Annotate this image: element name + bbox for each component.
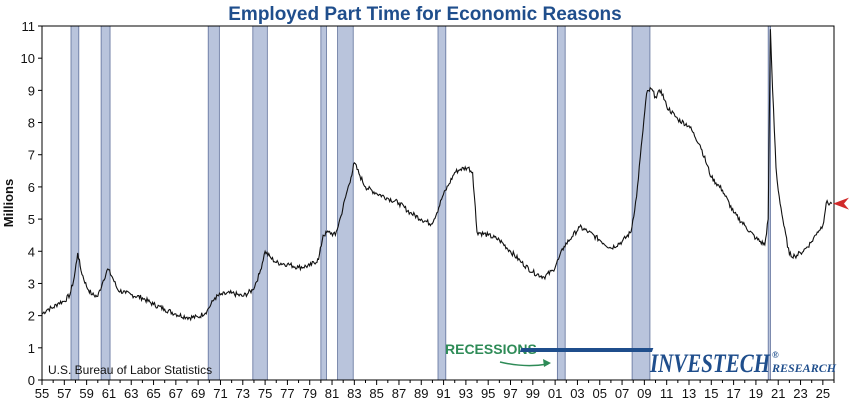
y-tick-label: 4 (28, 244, 35, 259)
x-tick-label: 03 (570, 386, 584, 401)
x-tick-label: 07 (615, 386, 629, 401)
x-tick-label: 95 (481, 386, 495, 401)
logo-registered: ® (772, 350, 779, 360)
logo-sub: RESEARCH (771, 361, 837, 375)
x-tick-label: 59 (79, 386, 93, 401)
x-axis-ticks: 55 57 59 61 63 65 67 69 71 73 75 77 79 81 83 85 87 89 91 93… (35, 380, 835, 401)
latest-value-marker (833, 197, 849, 210)
x-tick-label: 79 (302, 386, 316, 401)
investech-logo: INVESTECH RESEARCH ® (519, 348, 837, 378)
y-tick-label: 6 (28, 180, 35, 195)
x-tick-label: 01 (548, 386, 562, 401)
x-tick-label: 65 (146, 386, 160, 401)
recession-band (320, 25, 327, 381)
x-tick-label: 25 (816, 386, 830, 401)
x-tick-label: 55 (35, 386, 49, 401)
x-tick-label: 87 (392, 386, 406, 401)
y-tick-label: 0 (28, 373, 35, 388)
x-tick-label: 05 (593, 386, 607, 401)
x-tick-label: 77 (280, 386, 294, 401)
recession-band (70, 25, 80, 381)
y-tick-label: 10 (21, 51, 35, 66)
plot-frame (41, 25, 835, 381)
recession-band (437, 25, 447, 381)
y-axis-label: Millions (1, 179, 16, 227)
y-tick-label: 1 (28, 341, 35, 356)
recessions-arrow (499, 361, 549, 367)
x-tick-label: 19 (749, 386, 763, 401)
x-tick-label: 93 (459, 386, 473, 401)
x-tick-label: 85 (369, 386, 383, 401)
y-tick-label: 11 (22, 19, 36, 34)
x-tick-label: 75 (258, 386, 272, 401)
y-tick-label: 7 (28, 148, 35, 163)
x-tick-label: 97 (503, 386, 517, 401)
y-tick-label: 5 (28, 212, 35, 227)
recessions-arrowhead (543, 359, 551, 367)
x-tick-label: 63 (124, 386, 138, 401)
recession-bands (70, 25, 771, 381)
x-tick-label: 21 (771, 386, 785, 401)
recessions-label: RECESSIONS (445, 341, 537, 357)
x-tick-label: 67 (169, 386, 183, 401)
y-tick-label: 2 (28, 309, 35, 324)
y-axis-ticks: 0 1 2 3 4 5 6 7 8 9 10 11 (21, 19, 42, 388)
x-tick-label: 09 (637, 386, 651, 401)
x-tick-label: 81 (325, 386, 339, 401)
recessions-annotation: RECESSIONS (445, 341, 551, 367)
recession-band (631, 25, 651, 381)
series-line (41, 29, 833, 322)
y-tick-label: 8 (28, 116, 35, 131)
logo-main: INVESTECH (649, 349, 770, 378)
recession-band (100, 25, 111, 381)
x-tick-label: 57 (57, 386, 71, 401)
x-tick-label: 61 (102, 386, 116, 401)
x-tick-label: 83 (347, 386, 361, 401)
chart-title: Employed Part Time for Economic Reasons (228, 4, 621, 25)
recession-band (556, 25, 566, 381)
y-tick-label: 9 (28, 83, 35, 98)
x-tick-label: 89 (414, 386, 428, 401)
x-tick-label: 23 (793, 386, 807, 401)
recession-band (207, 25, 220, 381)
x-tick-label: 69 (191, 386, 205, 401)
source-note: U.S. Bureau of Labor Statistics (48, 363, 212, 377)
y-tick-label: 3 (28, 276, 35, 291)
recession-band (252, 25, 268, 381)
x-tick-label: 11 (660, 386, 674, 401)
x-tick-label: 15 (704, 386, 718, 401)
x-tick-label: 17 (726, 386, 740, 401)
x-tick-label: 71 (213, 386, 227, 401)
x-tick-label: 91 (436, 386, 450, 401)
recession-band (337, 25, 354, 381)
x-tick-label: 13 (682, 386, 696, 401)
x-tick-label: 99 (526, 386, 540, 401)
x-tick-label: 73 (236, 386, 250, 401)
